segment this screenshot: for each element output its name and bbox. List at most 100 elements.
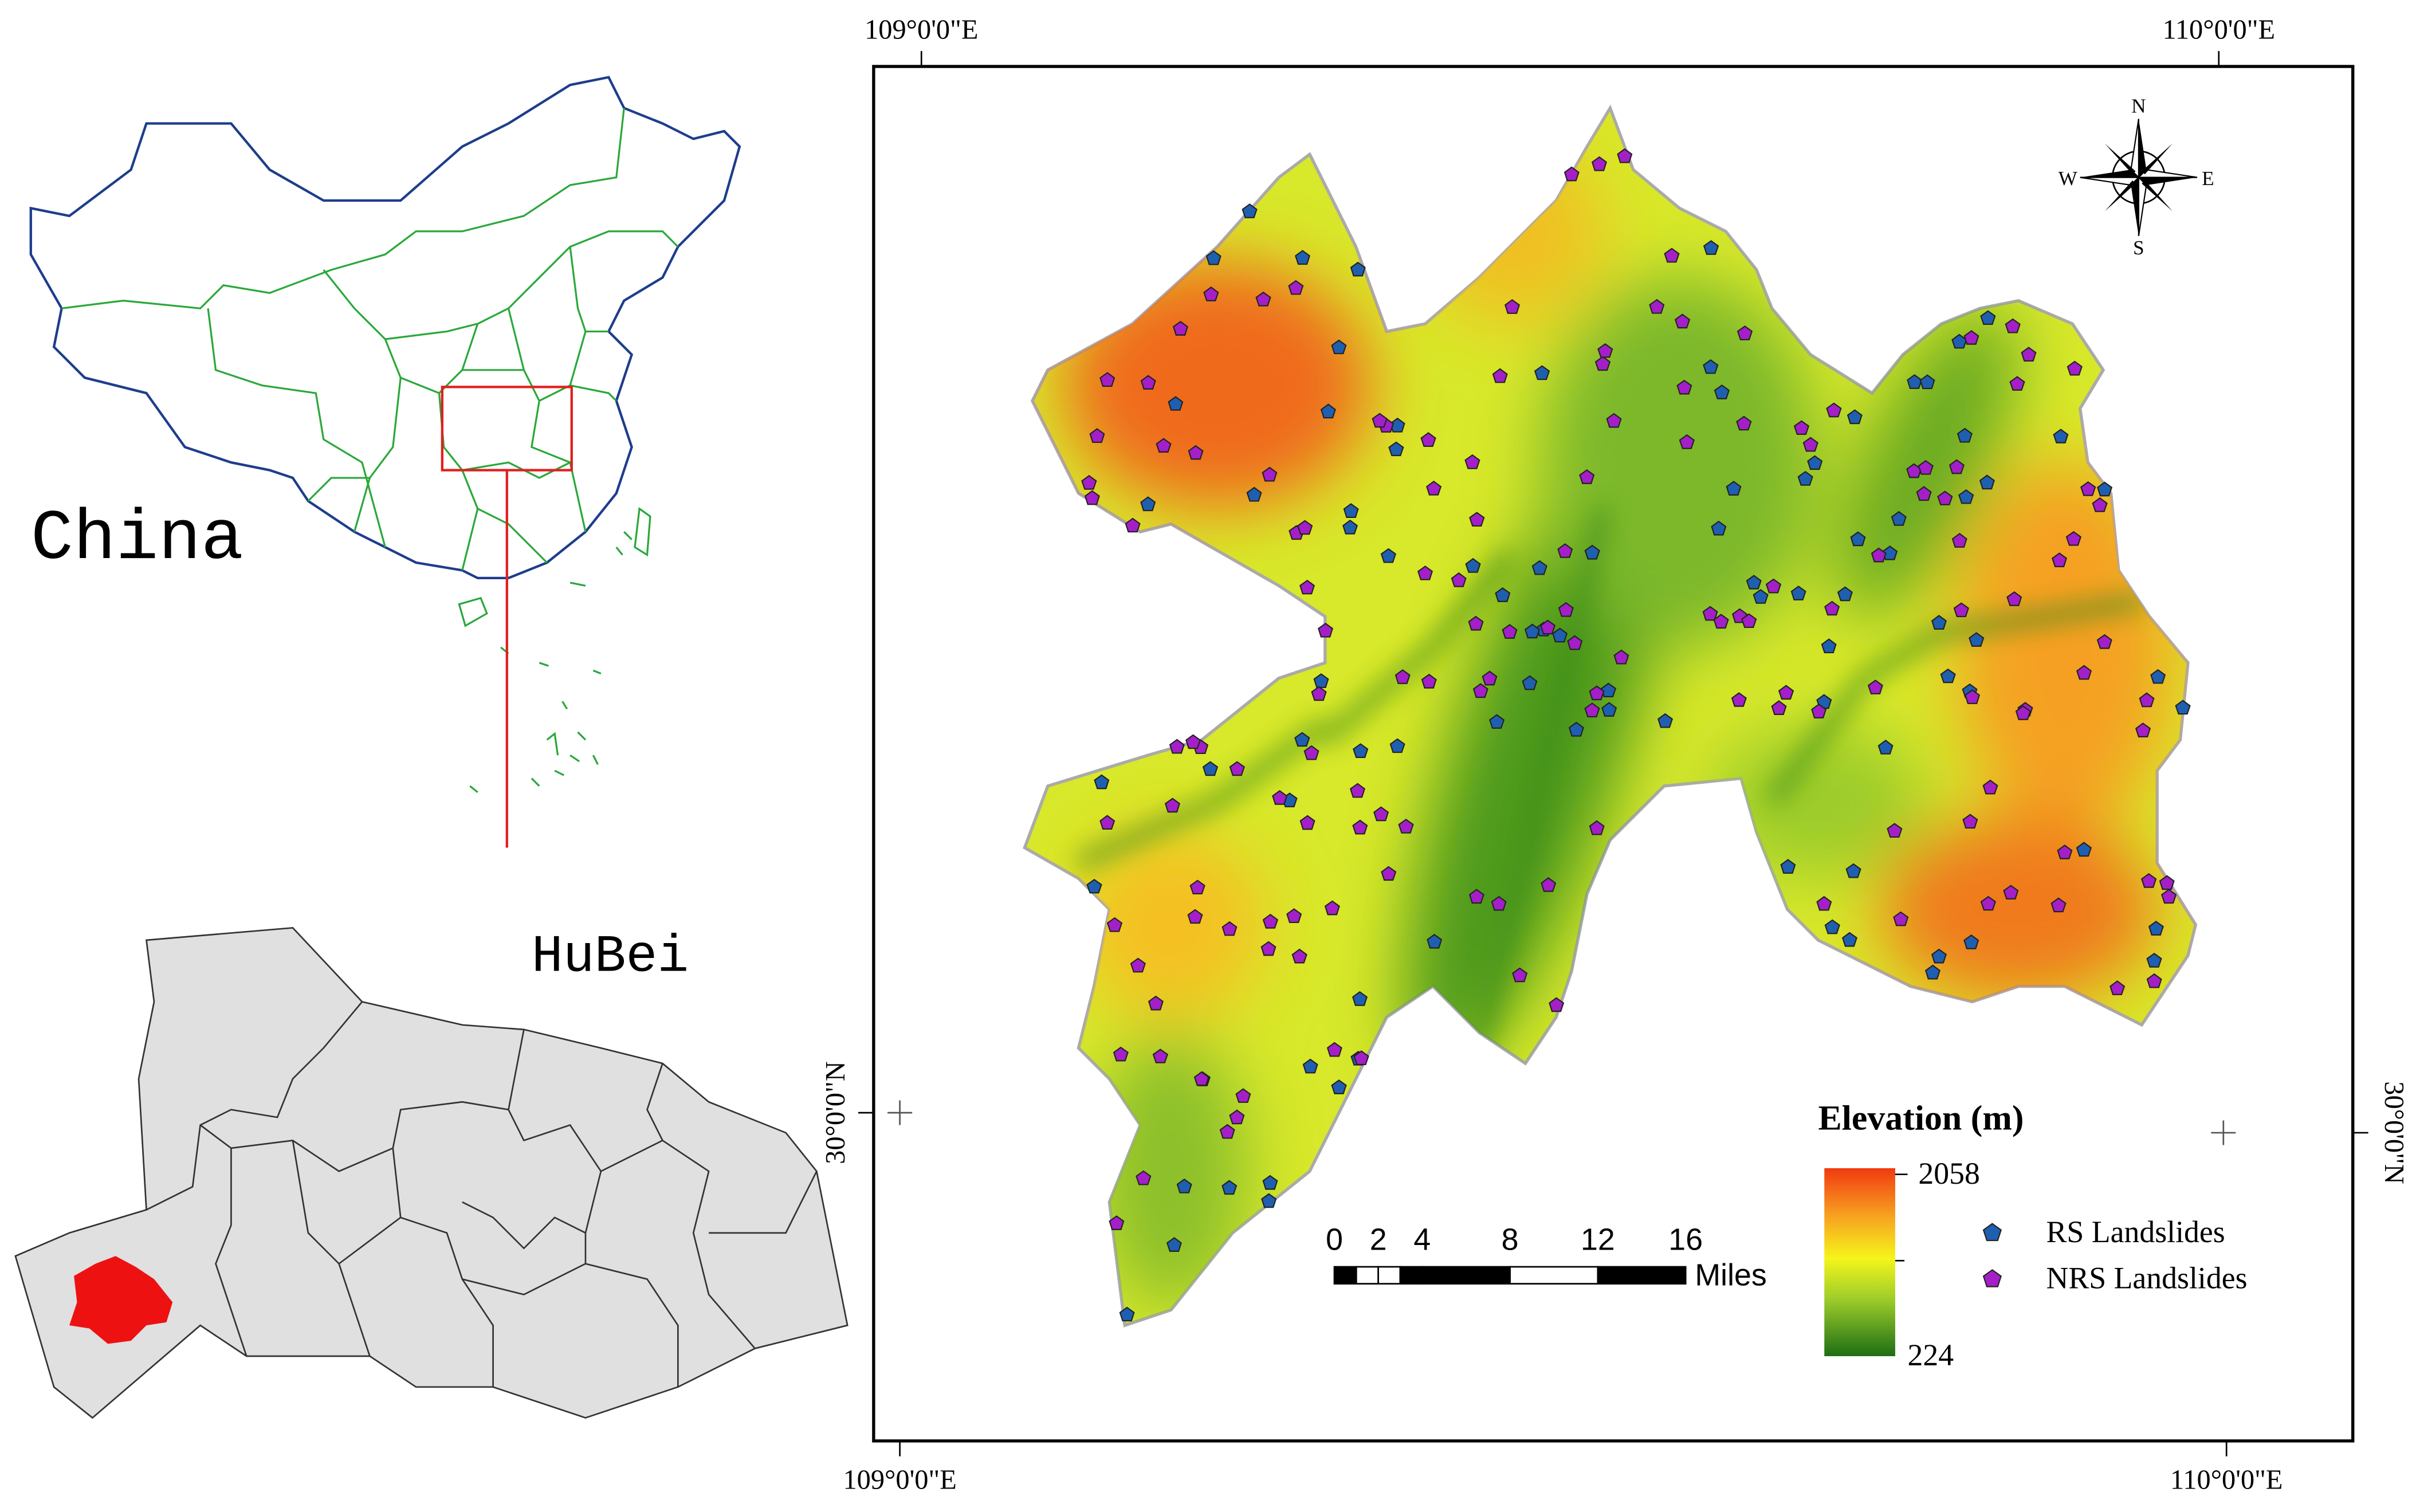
scale-bar: Miles 0 2 4 8 12 16 (1326, 1222, 1767, 1292)
landslide-marker (1260, 941, 1276, 956)
landslide-marker (1113, 1046, 1129, 1062)
landslide-marker (2097, 481, 2113, 497)
lon-label: 110°0'0"E (2170, 1464, 2283, 1495)
landslide-marker (1790, 586, 1806, 600)
landslide-marker (1491, 896, 1507, 911)
landslide-marker (1816, 896, 1832, 911)
landslide-marker (1980, 310, 1996, 325)
landslide-marker (1464, 454, 1480, 469)
landslide-marker (1099, 372, 1115, 387)
landslide-marker (2092, 497, 2108, 512)
landslide-marker (1703, 240, 1719, 255)
scale-tick-label: 12 (1581, 1222, 1615, 1256)
landslide-marker (1140, 375, 1156, 390)
landslide-marker (1262, 466, 1278, 482)
landslide-marker (1567, 635, 1583, 650)
landslide-marker (1982, 1269, 2002, 1287)
landslide-marker (1613, 649, 1629, 665)
landslide-marker (2021, 347, 2037, 362)
landslide-marker (1962, 814, 1978, 829)
landslide-marker (1948, 459, 1965, 474)
landslide-marker (1765, 578, 1782, 594)
landslide-marker (1736, 415, 1752, 431)
landslide-marker (1261, 1193, 1277, 1208)
lat-label: 30°0'0"N (2379, 1081, 2409, 1184)
landslide-marker (1352, 991, 1368, 1006)
scale-segment (1377, 1266, 1401, 1285)
landslide-points (1081, 148, 2191, 1322)
landslide-marker (2175, 700, 2191, 715)
landslide-marker (1229, 1109, 1245, 1125)
landslide-marker (1187, 909, 1203, 924)
landslide-marker (1887, 823, 1903, 838)
landslide-marker (1664, 248, 1680, 263)
landslide-marker (1845, 863, 1861, 878)
landslide-marker (2052, 552, 2068, 568)
landslide-marker (1166, 1237, 1182, 1252)
landslide-marker (1165, 798, 1181, 813)
landslide-marker (1674, 313, 1691, 329)
landslide-marker (1524, 623, 1540, 639)
landslide-marker (1420, 432, 1436, 447)
landslide-marker (1821, 638, 1837, 654)
landslide-marker (1811, 704, 1827, 718)
landslide-marker (1394, 669, 1411, 684)
landslide-marker (1741, 613, 1757, 629)
scale-unit: Miles (1695, 1258, 1766, 1292)
landslide-marker (1953, 602, 1969, 618)
compass-n: N (2131, 95, 2146, 117)
landslide-marker (1302, 1058, 1318, 1074)
landslide-marker (1824, 600, 1840, 616)
landslide-marker (1793, 420, 1810, 435)
lon-label: 109°0'0"E (843, 1464, 956, 1495)
landslide-marker (1780, 859, 1796, 874)
landslide-marker (1350, 783, 1366, 798)
landslide-marker (1965, 689, 1981, 704)
landslide-marker (2135, 722, 2151, 737)
landslide-marker (2057, 845, 2073, 859)
landslide-marker (1299, 815, 1315, 830)
landslide-marker (2146, 973, 2162, 988)
landslide-marker (1713, 614, 1729, 629)
landslide-marker (1389, 738, 1405, 753)
landslide-marker (1877, 739, 1893, 755)
landslide-marker (1205, 250, 1221, 265)
landslide-marker (1130, 957, 1146, 973)
landslide-marker (1086, 878, 1102, 894)
landslide-marker (1847, 409, 1863, 425)
landslide-marker (1235, 1088, 1251, 1103)
landslide-marker (1502, 624, 1518, 639)
landslide-marker (1589, 685, 1605, 701)
landslide-marker (1958, 489, 1974, 504)
landslide-marker (1303, 745, 1319, 760)
landslide-marker (1451, 572, 1467, 587)
landslide-marker (1617, 148, 1633, 163)
landslide-marker (1837, 586, 1853, 602)
landslide-marker (1982, 1223, 2002, 1242)
landslide-marker (1495, 587, 1511, 602)
compass-s: S (2133, 237, 2144, 259)
legend-items: RS Landslides NRS Landslides (1982, 1215, 2248, 1295)
scale-tick-label: 16 (1668, 1222, 1703, 1256)
landslide-marker (1489, 714, 1505, 729)
landslide-marker (1262, 913, 1279, 929)
landslide-marker (1427, 933, 1443, 949)
landslide-marker (1916, 486, 1932, 501)
landslide-marker (1924, 964, 1940, 980)
landslide-marker (1579, 469, 1595, 484)
landslide-marker (2005, 318, 2021, 333)
landslide-marker (1919, 374, 1935, 390)
elevation-min: 224 (1907, 1338, 1954, 1372)
landslide-marker (1099, 815, 1115, 830)
landslide-marker (1882, 545, 1898, 560)
china-inset: China (29, 76, 741, 848)
elevation-ramp (1824, 1168, 1895, 1357)
landslide-marker (1597, 343, 1613, 358)
landslide-marker (1937, 490, 1953, 505)
main-map: 109°0'0"E 110°0'0"E 109°0'0"E 110°0'0"E … (820, 15, 2409, 1495)
landslide-marker (1343, 503, 1359, 518)
landslide-marker (1169, 739, 1185, 754)
landslide-marker (1221, 1180, 1238, 1195)
landslide-marker (1563, 166, 1580, 182)
landslide-marker (1676, 379, 1692, 395)
